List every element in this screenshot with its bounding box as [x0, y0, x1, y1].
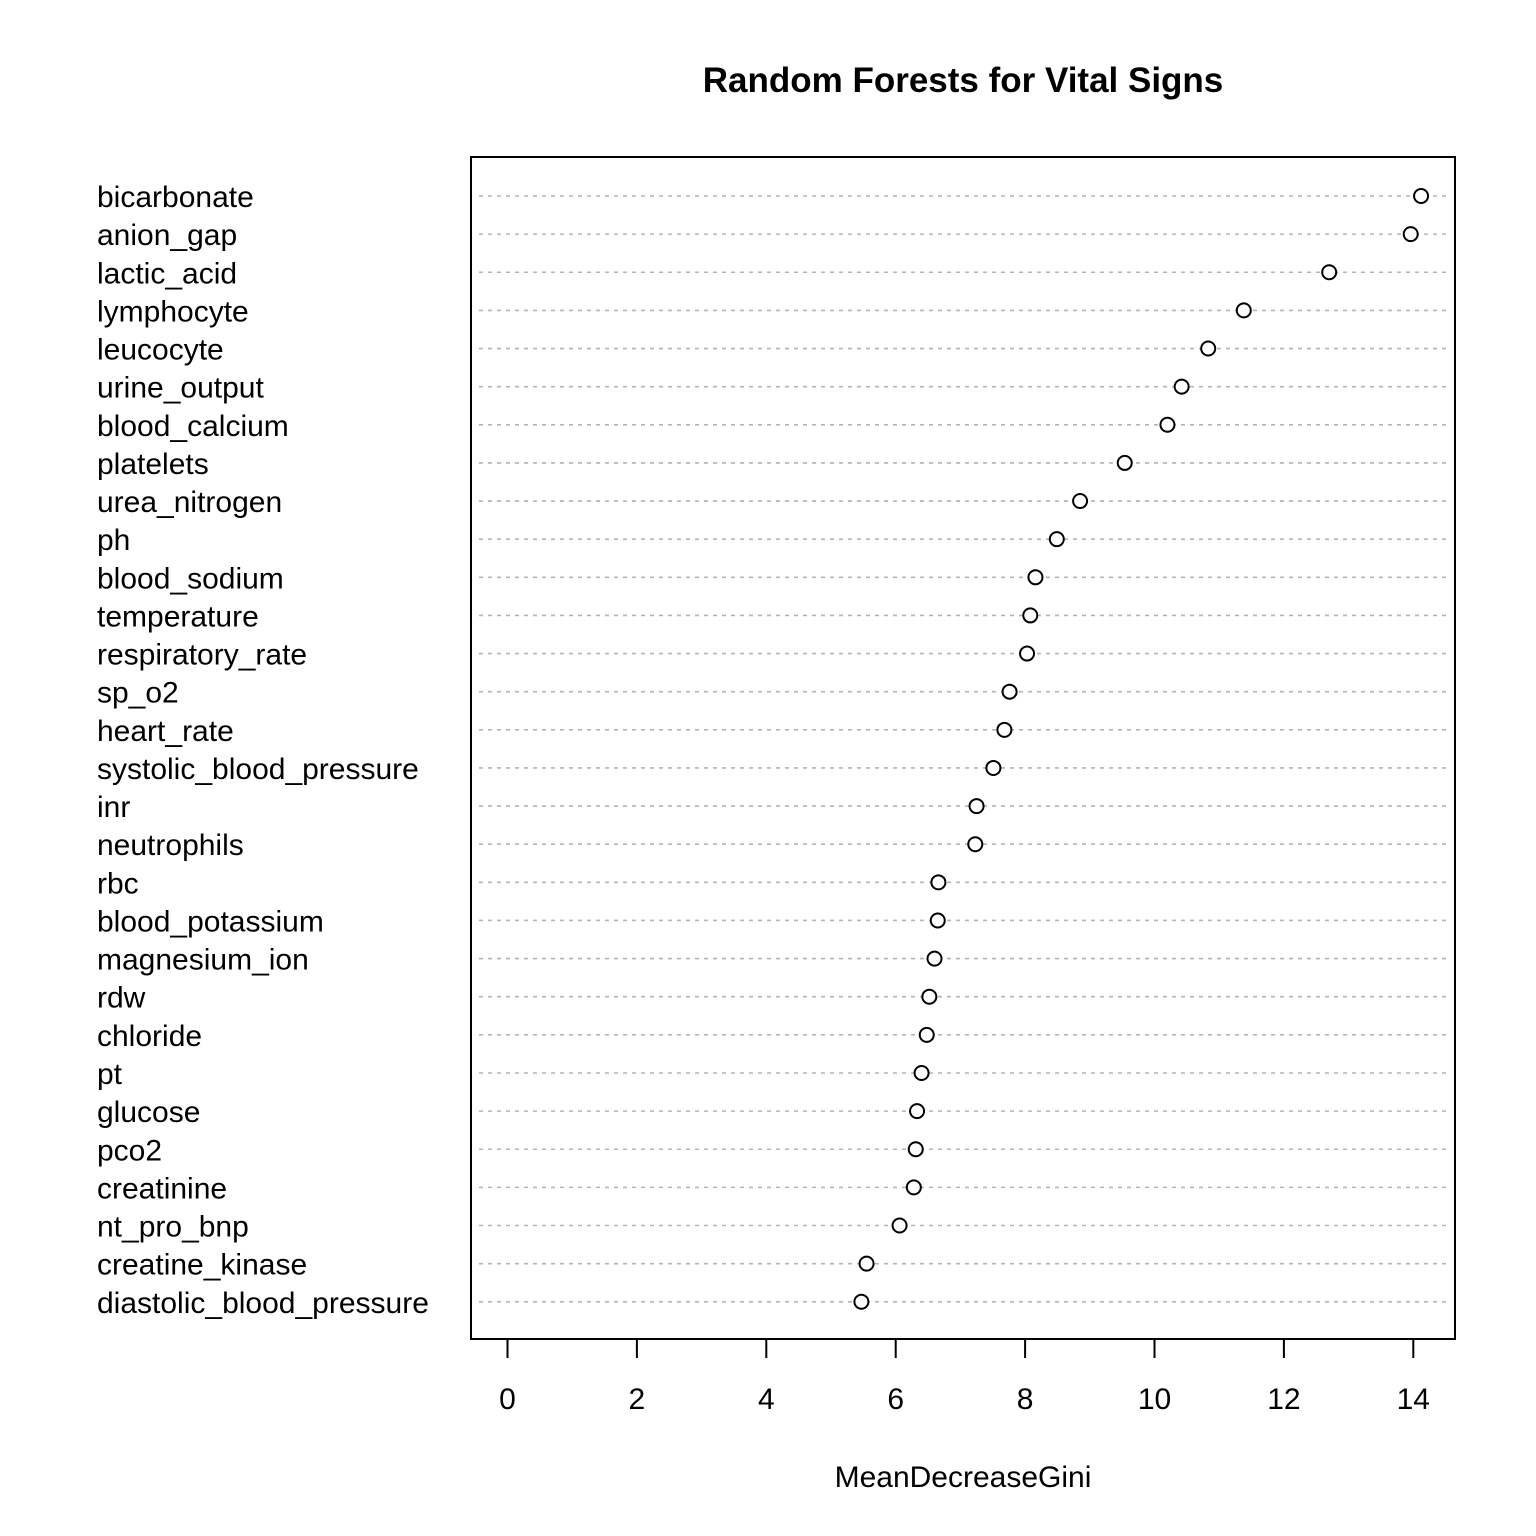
data-point	[1173, 378, 1190, 395]
data-point	[1413, 188, 1430, 204]
category-label: glucose	[97, 1096, 200, 1129]
data-point	[996, 721, 1013, 738]
category-label: neutrophils	[97, 829, 244, 862]
category-label: anion_gap	[97, 219, 237, 252]
data-point	[858, 1255, 875, 1272]
x-tick-label: 10	[1138, 1383, 1171, 1416]
category-label: leucocyte	[97, 334, 224, 367]
x-axis-label: MeanDecreaseGini	[835, 1461, 1092, 1494]
data-point	[1200, 340, 1217, 357]
category-labels: bicarbonate anion_gap lactic_acid lymphocyt…	[97, 181, 429, 1320]
category-label: urine_output	[97, 372, 264, 405]
category-label: pt	[97, 1058, 123, 1091]
data-point	[1072, 493, 1089, 510]
data-point	[905, 1179, 922, 1196]
data-point	[1116, 454, 1133, 471]
data-point	[1321, 264, 1338, 281]
category-label: respiratory_rate	[97, 639, 307, 672]
category-label: diastolic_blood_pressure	[97, 1287, 429, 1320]
category-label: blood_potassium	[97, 905, 324, 938]
category-label: creatine_kinase	[97, 1249, 307, 1282]
x-tick-label: 8	[1017, 1383, 1034, 1416]
data-point	[968, 798, 985, 815]
x-tick-label: 14	[1397, 1383, 1430, 1416]
category-label: temperature	[97, 600, 259, 633]
data-point	[1022, 607, 1039, 624]
data-point	[1235, 302, 1252, 319]
data-point	[1402, 226, 1419, 243]
x-tick-label: 4	[758, 1383, 775, 1416]
data-point	[929, 912, 946, 929]
category-label: rbc	[97, 867, 139, 900]
category-label: pco2	[97, 1134, 162, 1167]
data-point	[853, 1293, 870, 1310]
category-label: creatinine	[97, 1172, 227, 1205]
category-label: nt_pro_bnp	[97, 1211, 249, 1244]
data-point	[967, 836, 984, 853]
x-axis: 0 2 4 6 8 10 12 14	[499, 1338, 1430, 1416]
category-label: sp_o2	[97, 677, 179, 710]
category-label: blood_sodium	[97, 562, 284, 595]
data-point	[930, 874, 947, 891]
data-point	[891, 1217, 908, 1234]
category-label: rdw	[97, 982, 146, 1015]
category-label: magnesium_ion	[97, 944, 309, 977]
guide-lines	[479, 195, 1449, 1303]
category-label: platelets	[97, 448, 209, 481]
category-label: inr	[97, 791, 130, 824]
data-point	[1159, 416, 1176, 433]
category-label: bicarbonate	[97, 181, 254, 214]
x-tick-label: 2	[629, 1383, 646, 1416]
plot-frame	[470, 156, 1456, 1340]
category-label: chloride	[97, 1020, 202, 1053]
category-label: blood_calcium	[97, 410, 289, 443]
data-point	[921, 988, 938, 1005]
data-point	[1027, 569, 1044, 586]
x-tick-label: 12	[1267, 1383, 1300, 1416]
data-point	[926, 950, 943, 967]
category-label: lactic_acid	[97, 257, 237, 290]
chart-title: Random Forests for Vital Signs	[703, 61, 1224, 100]
data-point	[1019, 645, 1036, 662]
category-label: urea_nitrogen	[97, 486, 282, 519]
data-point	[918, 1026, 935, 1043]
category-label: ph	[97, 524, 130, 557]
data-points	[853, 188, 1430, 1310]
data-point	[907, 1141, 924, 1158]
x-tick-label: 6	[887, 1383, 904, 1416]
data-point	[985, 759, 1002, 776]
category-label: lymphocyte	[97, 295, 249, 328]
data-point	[913, 1064, 930, 1081]
category-label: heart_rate	[97, 715, 234, 748]
category-label: systolic_blood_pressure	[97, 753, 419, 786]
x-tick-label: 0	[499, 1383, 516, 1416]
data-point	[1048, 531, 1065, 548]
data-point	[1001, 683, 1018, 700]
data-point	[909, 1103, 926, 1120]
